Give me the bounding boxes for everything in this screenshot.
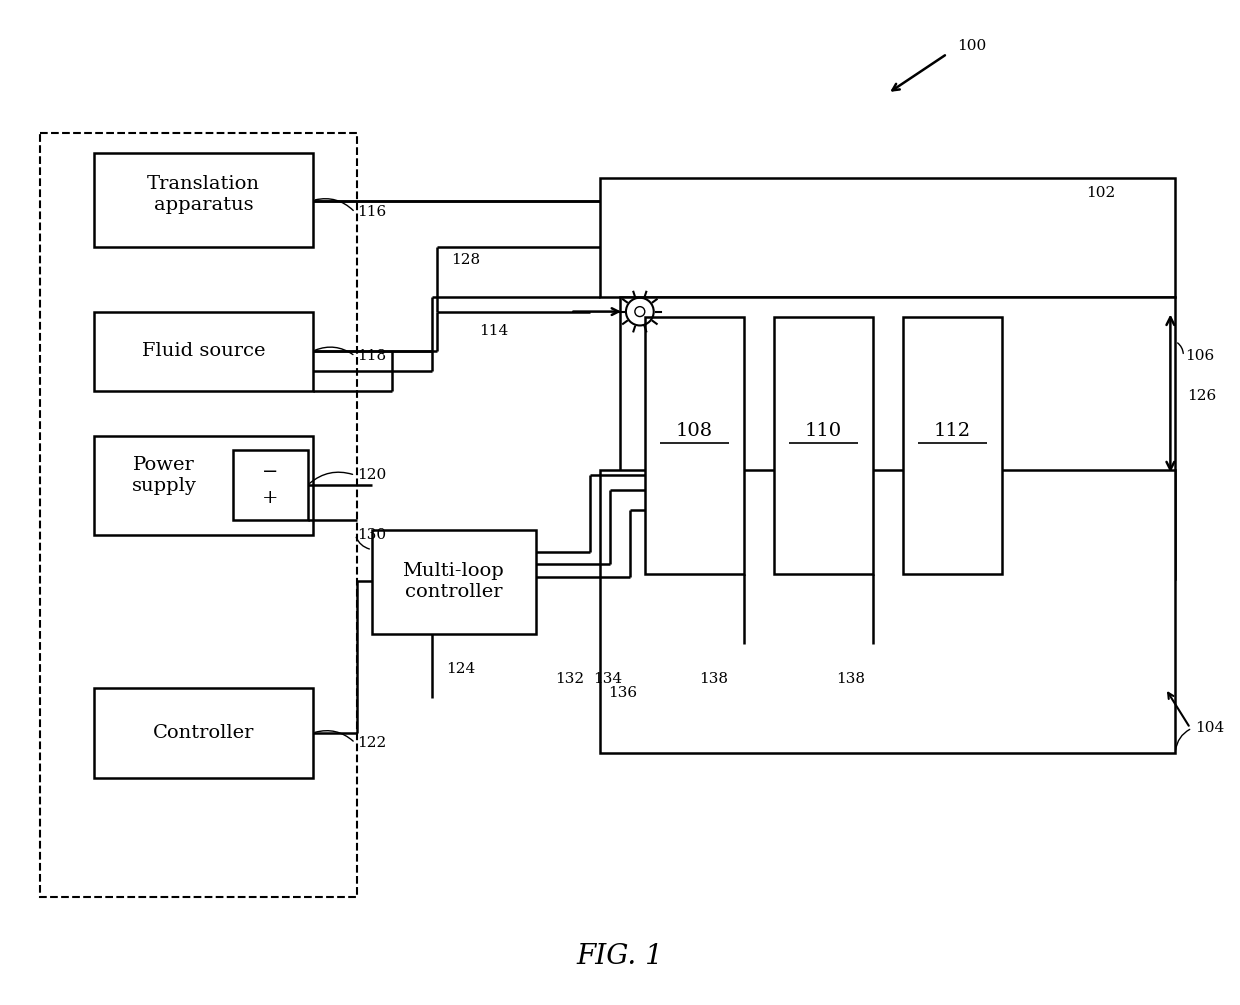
Text: FIG. 1: FIG. 1	[577, 943, 663, 970]
Bar	[233, 450, 308, 520]
Bar	[774, 317, 873, 575]
Text: 100: 100	[957, 39, 987, 53]
Text: 130: 130	[357, 528, 387, 542]
Text: 122: 122	[357, 736, 387, 750]
Bar	[94, 153, 312, 247]
Text: 120: 120	[357, 468, 387, 482]
Bar	[645, 317, 744, 575]
Bar	[620, 296, 1176, 579]
Text: 114: 114	[479, 325, 508, 339]
Bar	[94, 435, 312, 535]
Text: Controller: Controller	[153, 724, 254, 742]
Text: 102: 102	[1086, 186, 1115, 200]
Bar	[372, 530, 536, 634]
Bar	[600, 470, 1176, 753]
Text: 128: 128	[451, 253, 481, 267]
Text: 106: 106	[1185, 349, 1214, 363]
Bar	[40, 133, 357, 896]
Text: +: +	[262, 489, 278, 508]
Bar	[94, 688, 312, 778]
Text: 124: 124	[446, 661, 476, 675]
Text: 126: 126	[1187, 389, 1216, 403]
Text: 136: 136	[608, 686, 637, 700]
Bar	[600, 178, 1176, 296]
Text: 138: 138	[699, 671, 728, 685]
Text: Multi-loop
controller: Multi-loop controller	[403, 562, 505, 601]
Text: 138: 138	[836, 671, 866, 685]
Text: 134: 134	[593, 671, 622, 685]
Text: −: −	[262, 463, 278, 481]
Text: 112: 112	[934, 422, 971, 439]
Text: Power
supply: Power supply	[131, 456, 196, 494]
Text: 104: 104	[1195, 722, 1224, 735]
Text: 110: 110	[805, 422, 842, 439]
Text: Translation
apparatus: Translation apparatus	[148, 175, 260, 214]
Bar	[903, 317, 1002, 575]
Bar	[94, 312, 312, 391]
Text: Fluid source: Fluid source	[141, 343, 265, 360]
Text: 118: 118	[357, 349, 387, 363]
Text: 132: 132	[556, 671, 585, 685]
Text: 108: 108	[676, 422, 713, 439]
Text: 116: 116	[357, 205, 387, 219]
